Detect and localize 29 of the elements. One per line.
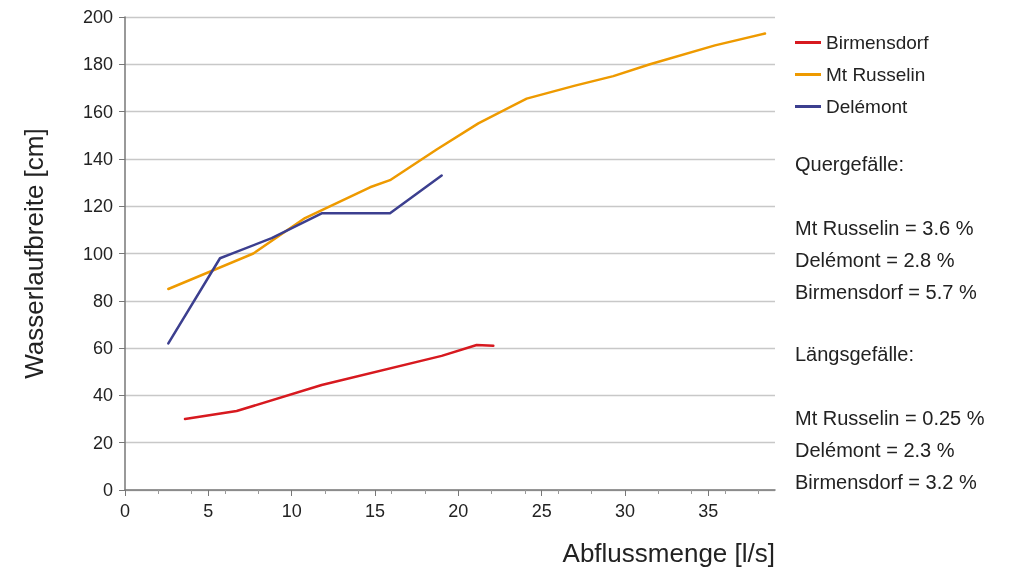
y-tick-label: 100: [82, 243, 113, 264]
legend-label: Birmensdorf: [826, 32, 930, 53]
y-tick-label: 20: [92, 432, 113, 453]
y-tick-label: 140: [82, 148, 113, 169]
text: Längsgefälle: Mt Russelin = 0.25 % Delémont = 2.3 % Birmensdorf = 3.2 %: [795, 343, 985, 493]
text: Quergefälle: Mt Russelin = 3.6 % Delémont = 2.8 % Birmensdorf = 5.7 %: [795, 153, 977, 303]
x-tick-label: 35: [698, 501, 719, 521]
y-tick-label: 60: [92, 338, 113, 359]
y-tick-label: 200: [82, 7, 113, 27]
x-tick-label: 0: [119, 501, 131, 521]
line-series: [167, 32, 767, 291]
x-tick-label: 20: [448, 501, 469, 521]
y-tick-label: 160: [82, 101, 113, 122]
y-axis-title: Wasserlaufbreite [cm]: [19, 128, 49, 379]
legend-label: Delémont: [826, 96, 909, 117]
x-tick-label: 25: [531, 501, 552, 521]
line-series: [183, 343, 495, 421]
x-tick-label: 30: [614, 501, 636, 521]
y-tick-label: 40: [92, 385, 113, 406]
y-tick-label: 180: [82, 54, 113, 75]
y-tick-label: 80: [92, 290, 113, 311]
x-axis-title: Abflussmenge [l/s]: [562, 538, 775, 568]
legend-label: Mt Russelin: [826, 64, 926, 85]
line-series: [167, 174, 443, 345]
x-tick-label: 5: [203, 501, 214, 521]
x-tick-label: 10: [281, 501, 302, 521]
y-tick-label: 0: [102, 480, 113, 500]
x-tick-label: 15: [364, 501, 386, 521]
y-tick-label: 120: [82, 196, 113, 217]
